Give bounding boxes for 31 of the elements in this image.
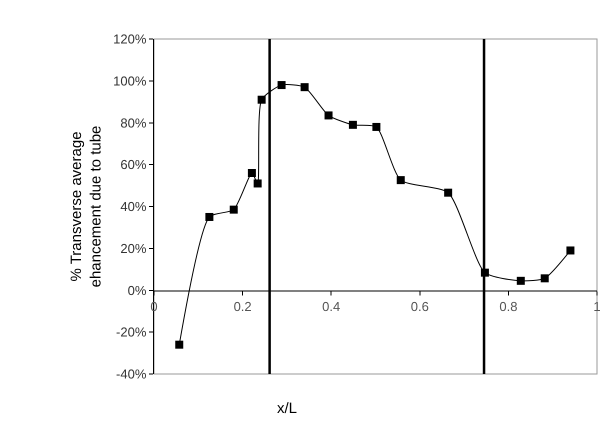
point (230, 206, 238, 214)
y-tick-label: 120% (113, 32, 147, 47)
point (372, 122, 380, 131)
y-tick-label: 20% (120, 240, 147, 256)
point (396, 176, 405, 184)
point (540, 274, 549, 282)
point (566, 246, 574, 254)
x-tick-label: 0.6 (410, 298, 429, 314)
y-tick-label: -20% (116, 324, 147, 340)
point (205, 212, 214, 221)
point (324, 111, 333, 120)
point (348, 120, 357, 129)
y-tick-label: 40% (120, 199, 147, 214)
point (278, 81, 286, 90)
y-tick-label: 0% (128, 282, 147, 298)
y-tick-label: -40% (116, 366, 147, 382)
x-tick-label: 0.2 (234, 298, 252, 314)
point (175, 340, 184, 349)
x-tick-label: 0.4 (322, 298, 340, 314)
y-tick-label: 60% (120, 157, 147, 172)
y-tick-label: 100% (113, 73, 147, 88)
point (254, 179, 262, 188)
y-axis-title: % Transverse average ehancement due to tube (68, 126, 104, 288)
x-axis-title: x/L (277, 400, 298, 417)
x-tick-label: 0.8 (499, 298, 518, 314)
point (258, 96, 266, 104)
y-tick-label: 80% (120, 115, 147, 130)
point (444, 188, 452, 197)
point (248, 169, 256, 177)
point (300, 83, 309, 92)
point (516, 276, 525, 285)
